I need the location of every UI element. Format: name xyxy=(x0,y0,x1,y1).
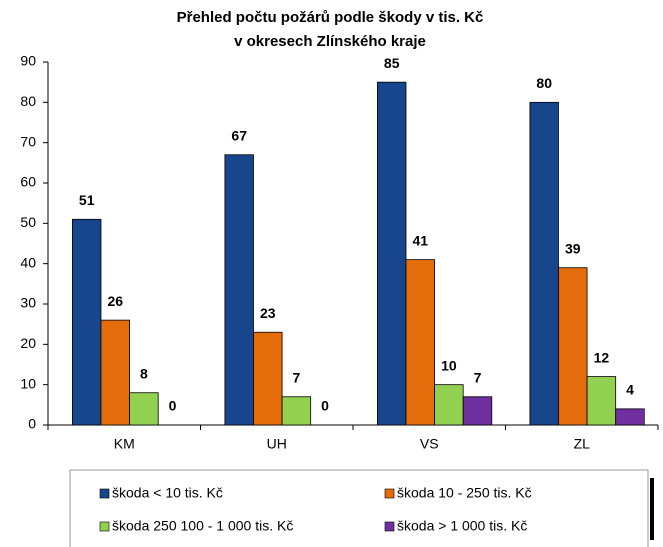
legend-swatch xyxy=(99,521,110,532)
y-tick-label: 0 xyxy=(28,416,36,432)
legend-swatch xyxy=(384,488,395,499)
y-tick-label: 30 xyxy=(20,295,36,311)
x-tick-label: KM xyxy=(114,436,135,452)
bar xyxy=(129,392,159,426)
legend-edge xyxy=(650,478,654,540)
value-label: 80 xyxy=(536,75,552,91)
value-label: 10 xyxy=(441,357,457,373)
bar xyxy=(224,154,254,426)
bar xyxy=(100,319,130,426)
x-tick-label: UH xyxy=(267,436,287,452)
y-tick-label: 60 xyxy=(20,174,36,190)
bar xyxy=(72,218,102,426)
value-label: 7 xyxy=(474,369,482,385)
chart-title: Přehled počtu požárů podle škody v tis. … xyxy=(177,9,484,26)
bar xyxy=(281,396,312,426)
x-tick-label: ZL xyxy=(574,436,591,452)
bar xyxy=(558,267,588,426)
y-tick-label: 80 xyxy=(20,93,36,109)
legend-label: škoda 250 100 - 1 000 tis. Kč xyxy=(112,518,293,534)
bar xyxy=(615,408,645,426)
bar xyxy=(529,101,559,426)
x-tick-label: VS xyxy=(420,436,439,452)
value-label: 0 xyxy=(321,398,329,414)
y-tick-label: 50 xyxy=(20,214,36,230)
value-label: 12 xyxy=(594,349,610,365)
legend-label: škoda > 1 000 tis. Kč xyxy=(397,518,527,534)
y-tick-label: 70 xyxy=(20,133,36,149)
value-label: 39 xyxy=(565,240,581,256)
legend-swatch xyxy=(384,521,395,532)
legend-swatch xyxy=(99,488,110,499)
value-label: 0 xyxy=(169,398,177,414)
value-label: 26 xyxy=(108,293,124,309)
legend-label: škoda 10 - 250 tis. Kč xyxy=(397,485,532,501)
value-label: 41 xyxy=(413,232,429,248)
value-label: 4 xyxy=(626,382,634,398)
value-label: 23 xyxy=(260,305,276,321)
value-label: 7 xyxy=(292,369,300,385)
legend-label: škoda < 10 tis. Kč xyxy=(112,485,223,501)
bar xyxy=(434,384,464,426)
y-tick-label: 10 xyxy=(20,375,36,391)
value-label: 8 xyxy=(140,365,148,381)
bar xyxy=(405,259,435,426)
value-label: 85 xyxy=(384,55,400,71)
value-label: 51 xyxy=(79,192,95,208)
value-label: 67 xyxy=(231,127,247,143)
chart-title: v okresech Zlínského kraje xyxy=(234,33,426,50)
bar xyxy=(376,81,407,426)
y-tick-label: 20 xyxy=(20,335,36,351)
bar xyxy=(462,396,493,426)
y-tick-label: 40 xyxy=(20,254,36,270)
y-tick-label: 90 xyxy=(20,53,36,69)
bar xyxy=(586,376,617,426)
legend-box xyxy=(69,469,649,547)
bar xyxy=(253,331,283,426)
